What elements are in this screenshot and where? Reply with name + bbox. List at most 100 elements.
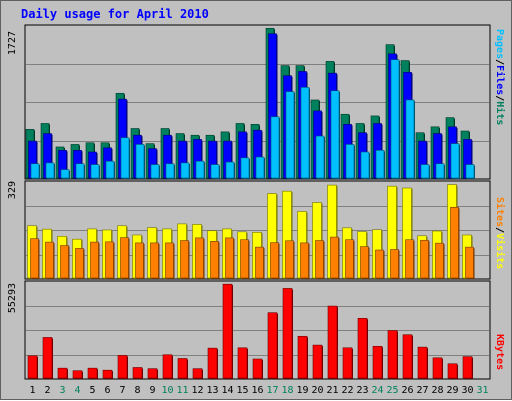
kbytes-bar (327, 305, 338, 379)
day-tick-label: 10 (161, 385, 173, 396)
kbytes-bar (462, 356, 473, 379)
day-tick-label: 16 (251, 385, 263, 396)
sites-bar (165, 242, 174, 279)
kbytes-bar (402, 334, 413, 379)
kbytes-bar (57, 367, 68, 379)
hits-ymax-label: 1727 (7, 31, 18, 56)
pages-bar (435, 163, 445, 179)
sites-bar (135, 242, 144, 279)
kbytes-bar (387, 330, 398, 379)
day-tick-label: 4 (74, 385, 80, 396)
kbytes-bar (372, 345, 383, 379)
day-tick-label: 8 (134, 385, 140, 396)
kbytes-bar (432, 357, 443, 379)
pages-bar (255, 156, 265, 179)
visits-legend-label: Visits (494, 233, 505, 270)
day-tick-label: 19 (296, 385, 308, 396)
pages-bar (450, 143, 460, 179)
pages-bar (345, 144, 355, 179)
kbytes-bar (312, 344, 323, 379)
sites-bar (285, 240, 294, 279)
kbytes-bar (117, 355, 128, 379)
sites-bar (150, 242, 159, 279)
sites-bar (300, 242, 309, 279)
kbytes-bar (177, 358, 188, 379)
day-tick-label: 2 (44, 385, 50, 396)
sites-bar (360, 246, 369, 279)
legend-separator: / (494, 59, 505, 66)
sites-bar (255, 246, 264, 279)
kbytes-bar (162, 354, 173, 379)
day-tick-label: 6 (104, 385, 110, 396)
legend-separator: / (494, 227, 505, 234)
pages-bar (465, 164, 475, 179)
day-tick-label: 1 (29, 385, 35, 396)
day-tick-label: 30 (461, 385, 473, 396)
pages-bar (45, 162, 55, 179)
kbytes-legend-label: KBytes (494, 334, 505, 371)
legend-separator: / (494, 95, 505, 102)
pages-bar (60, 169, 70, 179)
pages-bar (180, 162, 190, 179)
sites-bar (60, 245, 69, 279)
pages-bar (90, 164, 100, 179)
pages-bar (405, 99, 415, 179)
pages-bar (390, 59, 400, 179)
sites-bar (315, 240, 324, 279)
pages-bar (315, 135, 325, 179)
pages-bar (360, 151, 370, 179)
day-tick-label: 3 (59, 385, 65, 396)
pages-bar (270, 116, 280, 179)
sites-bar (465, 246, 474, 279)
day-tick-label: 29 (446, 385, 458, 396)
day-tick-label: 23 (356, 385, 368, 396)
pages-bar (330, 90, 340, 179)
sites-bar (345, 239, 354, 279)
day-tick-label: 12 (191, 385, 203, 396)
day-tick-label: 15 (236, 385, 248, 396)
pages-bar (150, 164, 160, 179)
visits-panel-axis-label: Sites/Visits (494, 197, 505, 269)
kbytes-bar (72, 370, 83, 379)
sites-bar (270, 242, 279, 279)
sites-bar (90, 241, 99, 279)
kbytes-bar (42, 337, 53, 379)
day-tick-label: 14 (221, 385, 233, 396)
sites-bar (210, 241, 219, 279)
day-tick-label: 9 (149, 385, 155, 396)
sites-bar (225, 237, 234, 279)
sites-bar (120, 237, 129, 279)
sites-bar (435, 242, 444, 279)
day-tick-label: 27 (416, 385, 428, 396)
pages-legend-label: Pages (494, 29, 505, 60)
sites-bar (375, 249, 384, 279)
sites-bar (405, 239, 414, 279)
sites-bar (330, 236, 339, 279)
kbytes-bar (27, 355, 38, 379)
pages-bar (300, 87, 310, 179)
sites-bar (180, 240, 189, 279)
hits-legend-label: Hits (494, 101, 505, 126)
pages-bar (225, 161, 235, 179)
sites-bar (75, 248, 84, 279)
kbytes-bar (282, 288, 293, 379)
kbytes-bar (102, 369, 113, 379)
kbytes-bar (297, 335, 308, 379)
sites-bar (390, 249, 399, 279)
kbytes-ymax-label: 55293 (7, 283, 18, 314)
day-tick-label: 25 (386, 385, 398, 396)
day-tick-label: 31 (476, 385, 488, 396)
kbytes-bar (237, 347, 248, 379)
sites-bar (45, 241, 54, 279)
kbytes-bar (342, 347, 353, 379)
kbytes-bar (132, 367, 143, 379)
pages-bar (240, 157, 250, 179)
kbytes-bar (207, 347, 218, 379)
kbytes-bar (417, 346, 428, 379)
kbytes-bar (267, 312, 278, 379)
kbytes-bar (87, 367, 98, 379)
day-tick-label: 11 (176, 385, 188, 396)
pages-bar (195, 160, 205, 179)
